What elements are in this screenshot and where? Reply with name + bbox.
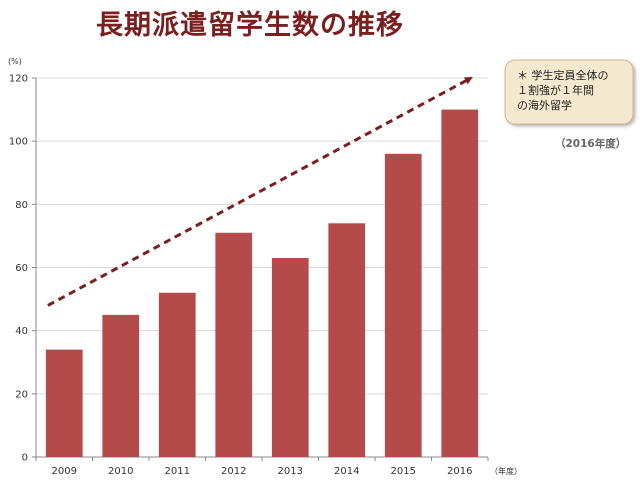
callout-bubble bbox=[504, 59, 634, 125]
callout-line: ＊ 学生定員全体の bbox=[517, 68, 609, 82]
x-tick-label: 2013 bbox=[278, 466, 303, 477]
y-axis-label: (%) bbox=[8, 57, 22, 66]
y-tick-label: 100 bbox=[9, 137, 28, 148]
bar-2009 bbox=[45, 349, 83, 457]
x-tick-label: 2012 bbox=[221, 466, 246, 477]
y-tick-label: 40 bbox=[15, 326, 28, 337]
x-tick-label: 2015 bbox=[391, 466, 416, 477]
x-tick-label: 2014 bbox=[334, 466, 359, 477]
x-axis-label: （年度） bbox=[490, 466, 522, 476]
x-tick-label: 2011 bbox=[165, 466, 190, 477]
x-tick-label: 2010 bbox=[108, 466, 133, 477]
y-tick-label: 60 bbox=[15, 263, 28, 274]
year-note: （2016年度） bbox=[555, 137, 626, 150]
trend-arrow-line bbox=[47, 76, 473, 307]
x-tick-label: 2009 bbox=[52, 466, 77, 477]
bar-2013 bbox=[271, 258, 309, 457]
y-tick-label: 120 bbox=[9, 74, 28, 85]
y-tick-label: 20 bbox=[15, 389, 28, 400]
bar-2016 bbox=[441, 109, 479, 457]
bar-2014 bbox=[328, 223, 366, 457]
bars bbox=[45, 109, 479, 458]
y-tick-label: 80 bbox=[15, 200, 28, 211]
x-tick-label: 2016 bbox=[447, 466, 472, 477]
bar-2012 bbox=[215, 232, 253, 457]
axis-labels: 0 20 40 60 80 100 120 2009 2010 2011 2012 2013 2014 2… bbox=[8, 57, 522, 477]
bar-2015 bbox=[384, 153, 422, 458]
page-title: 長期派遣留学生数の推移 bbox=[96, 10, 404, 41]
callout-line: １割強が１年間 bbox=[517, 83, 594, 97]
y-tick-label: 0 bbox=[22, 453, 28, 464]
trend-arrow bbox=[47, 76, 473, 307]
bar-2011 bbox=[158, 292, 196, 457]
bar-2010 bbox=[102, 314, 140, 457]
callout-line: の海外留学 bbox=[517, 98, 572, 112]
